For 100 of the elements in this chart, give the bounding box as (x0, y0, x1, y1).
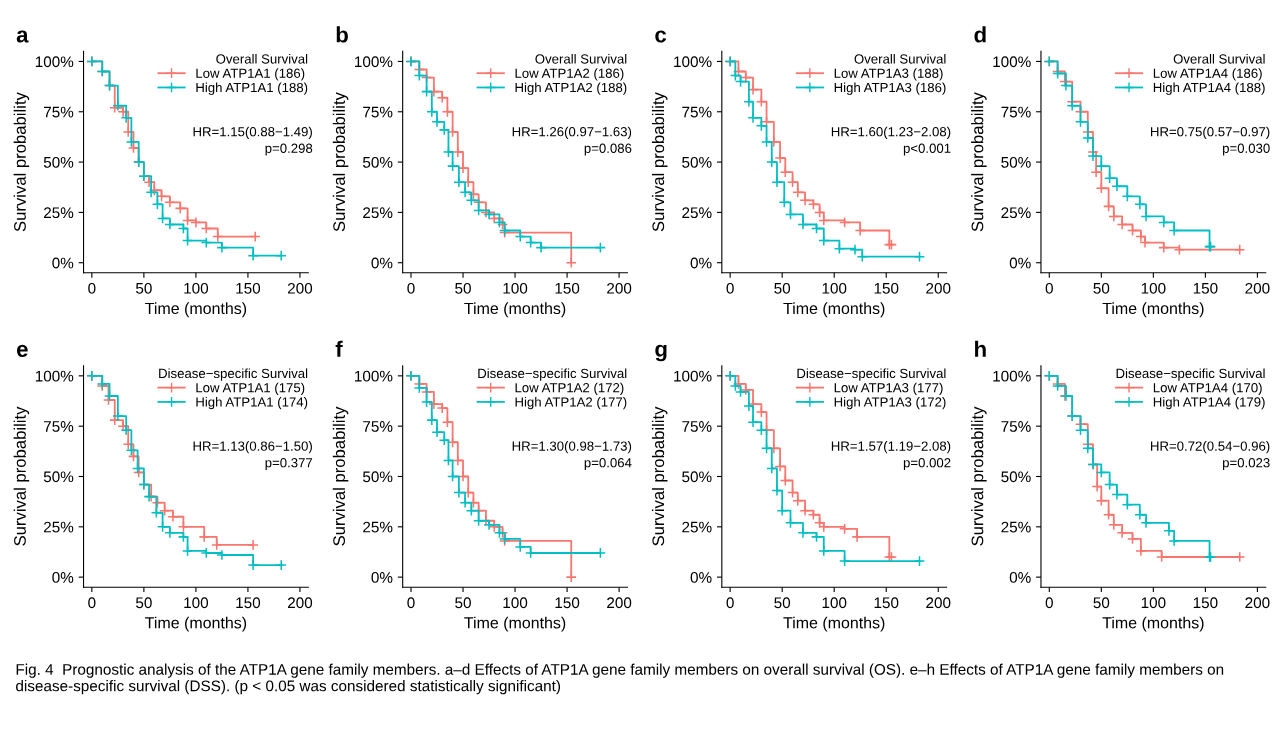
x-tick-label: 200 (607, 282, 632, 294)
x-tick-label: 50 (455, 597, 471, 609)
annotation: p=0.377 (265, 458, 313, 470)
annotation: p=0.298 (265, 143, 313, 156)
y-tick-label: 100% (35, 56, 74, 68)
chart-title: h (975, 340, 986, 357)
x-tick-label: 100 (822, 282, 847, 294)
y-tick-label: 75% (1001, 421, 1031, 432)
legend-title: Overall Survival (854, 53, 946, 64)
y-tick-label: 0% (1009, 572, 1031, 583)
annotation: HR=1.57(1.19−2.08) (831, 441, 951, 454)
y-tick-label: 0% (52, 257, 74, 269)
legend-title: Disease−specific Survival (478, 368, 627, 381)
x-axis-title: Time (months) (783, 616, 885, 632)
y-tick-label: 25% (682, 521, 712, 533)
y-tick-label: 50% (362, 471, 393, 483)
legend-label: Low ATP1A1 (175) (196, 382, 305, 395)
caption: Fig. 4 Prognostic analysis of the ATP1A gene family members. a–d Effects of ATP1A gene family members on overall survival (OS). e–h Effects of ATP1A gene family members on disease-specific survival (DSS). (p < 0.05 was considered statistically significant) (16, 663, 1224, 695)
y-tick-label: 50% (43, 156, 74, 168)
chart-title: b (336, 26, 348, 43)
annotation: HR=1.30(0.98−1.73) (512, 441, 632, 454)
y-tick-label: 25% (1001, 207, 1031, 219)
x-tick-label: 0 (407, 597, 415, 609)
legend-label: High ATP1A1 (188) (196, 82, 308, 95)
chart-title: g (655, 344, 667, 362)
x-tick-label: 50 (135, 282, 152, 294)
x-tick-label: 200 (1245, 597, 1270, 609)
y-tick-label: 75% (682, 421, 712, 432)
y-axis-title: Survival probability (13, 406, 30, 546)
y-tick-label: 0% (1009, 257, 1031, 269)
y-tick-label: 75% (44, 106, 74, 118)
legend-label: Low ATP1A2 (172) (515, 382, 624, 395)
annotation: p<0.001 (903, 143, 951, 156)
y-tick-label: 50% (43, 471, 74, 483)
x-tick-label: 200 (607, 597, 632, 609)
annotation: HR=1.60(1.23−2.08) (831, 126, 951, 139)
legend-title: Disease−specific Survival (797, 368, 946, 381)
y-tick-label: 0% (52, 572, 74, 583)
y-tick-label: 50% (362, 156, 393, 168)
x-tick-label: 100 (503, 282, 528, 294)
legend-label: Low ATP1A2 (186) (515, 68, 624, 81)
x-tick-label: 200 (926, 282, 951, 294)
chart-title: f (335, 340, 343, 357)
x-axis-title: Time (months) (145, 616, 247, 632)
y-tick-label: 25% (682, 207, 712, 219)
x-tick-label: 100 (1141, 597, 1166, 609)
legend-label: High ATP1A2 (177) (515, 396, 627, 410)
y-tick-label: 100% (35, 370, 74, 382)
annotation: p=0.030 (1223, 143, 1270, 156)
y-tick-label: 100% (355, 56, 393, 68)
y-tick-label: 75% (1001, 106, 1031, 118)
x-tick-label: 0 (407, 282, 415, 294)
y-axis-title: Survival probability (971, 406, 987, 546)
x-axis-title: Time (months) (1102, 616, 1204, 632)
x-tick-label: 100 (184, 282, 209, 294)
legend-label: Low ATP1A4 (186) (1153, 68, 1262, 81)
legend-label: Low ATP1A3 (188) (834, 68, 943, 81)
y-tick-label: 50% (1001, 471, 1031, 483)
legend-title: Disease−specific Survival (159, 368, 308, 381)
annotation: p=0.086 (584, 143, 632, 156)
y-tick-label: 75% (363, 106, 393, 118)
chart-title: e (16, 344, 28, 357)
annotation: HR=0.72(0.54−0.96) (1151, 441, 1270, 454)
x-tick-label: 200 (926, 597, 951, 609)
y-tick-label: 100% (674, 370, 712, 382)
legend-title: Overall Survival (535, 53, 627, 64)
x-tick-label: 50 (774, 597, 791, 609)
x-tick-label: 150 (236, 597, 261, 609)
annotation: p=0.002 (903, 458, 951, 470)
x-tick-label: 150 (1193, 282, 1218, 294)
legend-label: High ATP1A1 (174) (196, 396, 308, 410)
x-tick-label: 200 (287, 597, 313, 609)
y-axis-title: Survival probability (651, 92, 668, 232)
x-tick-label: 100 (822, 597, 847, 609)
y-tick-label: 100% (993, 370, 1031, 382)
x-tick-label: 100 (1141, 282, 1166, 294)
x-tick-label: 0 (88, 597, 96, 609)
y-tick-label: 50% (682, 471, 712, 483)
y-tick-label: 100% (355, 370, 393, 382)
legend-title: Overall Survival (1173, 53, 1265, 64)
y-tick-label: 75% (363, 421, 393, 432)
y-tick-label: 25% (43, 521, 74, 533)
annotation: HR=1.13(0.86−1.50) (193, 441, 312, 454)
legend-label: High ATP1A4 (188) (1153, 82, 1265, 95)
legend-label: High ATP1A2 (188) (515, 82, 627, 95)
chart-title: a (16, 30, 29, 43)
x-tick-label: 0 (726, 597, 734, 609)
y-tick-label: 100% (674, 56, 712, 68)
x-tick-label: 150 (555, 282, 580, 294)
y-axis-title: Survival probability (651, 406, 668, 546)
legend-title: Overall Survival (216, 53, 308, 64)
legend-label: Low ATP1A3 (177) (834, 382, 943, 395)
x-tick-label: 100 (503, 597, 528, 609)
x-axis-title: Time (months) (783, 302, 885, 318)
y-tick-label: 0% (690, 257, 712, 269)
y-axis-title: Survival probability (332, 406, 349, 546)
y-tick-label: 25% (363, 207, 393, 219)
legend-label: Low ATP1A4 (170) (1153, 382, 1262, 395)
x-tick-label: 150 (236, 282, 261, 294)
x-tick-label: 50 (1093, 597, 1110, 609)
